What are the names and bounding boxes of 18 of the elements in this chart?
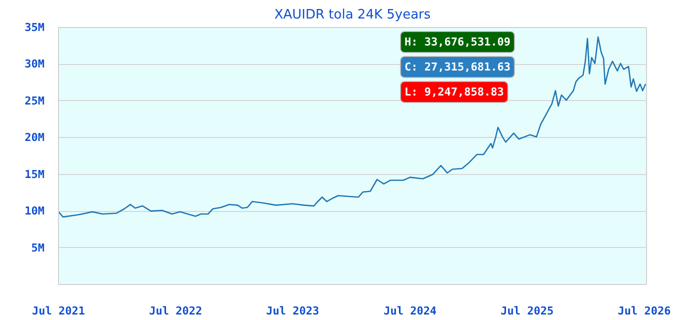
x-tick-label: Jul 2026 — [618, 304, 672, 318]
y-tick-label: 20M — [24, 131, 45, 144]
line-series — [58, 36, 646, 218]
x-tick-label: Jul 2025 — [500, 304, 554, 318]
y-tick-label: 10M — [24, 204, 45, 218]
x-tick-label: Jul 2022 — [149, 304, 202, 318]
y-tick-label: 25M — [24, 94, 45, 108]
annotation: L: 9,247,858.83 — [404, 86, 504, 98]
x-tick-label: Jul 2024 — [384, 304, 437, 318]
y-tick-label: 35M — [24, 21, 45, 34]
chart-title: XAUIDR tola 24K 5years — [274, 8, 431, 22]
x-tick-label: Jul 2023 — [266, 304, 320, 318]
y-tick-label: 30M — [24, 58, 45, 71]
x-tick-label: Jul 2021 — [32, 304, 86, 318]
annotation: H: 33,676,531.09 — [404, 36, 510, 48]
y-tick-label: 5M — [31, 241, 45, 254]
y-tick-label: 15M — [24, 168, 45, 181]
annotation: C: 27,315,681.63 — [404, 60, 510, 74]
